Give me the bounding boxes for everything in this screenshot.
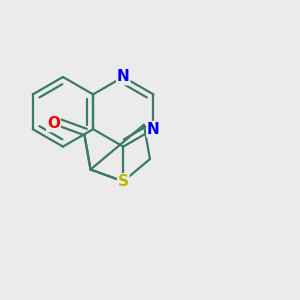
- Text: O: O: [47, 116, 60, 131]
- Text: N: N: [147, 122, 160, 137]
- Text: S: S: [118, 174, 129, 189]
- Text: N: N: [117, 70, 130, 85]
